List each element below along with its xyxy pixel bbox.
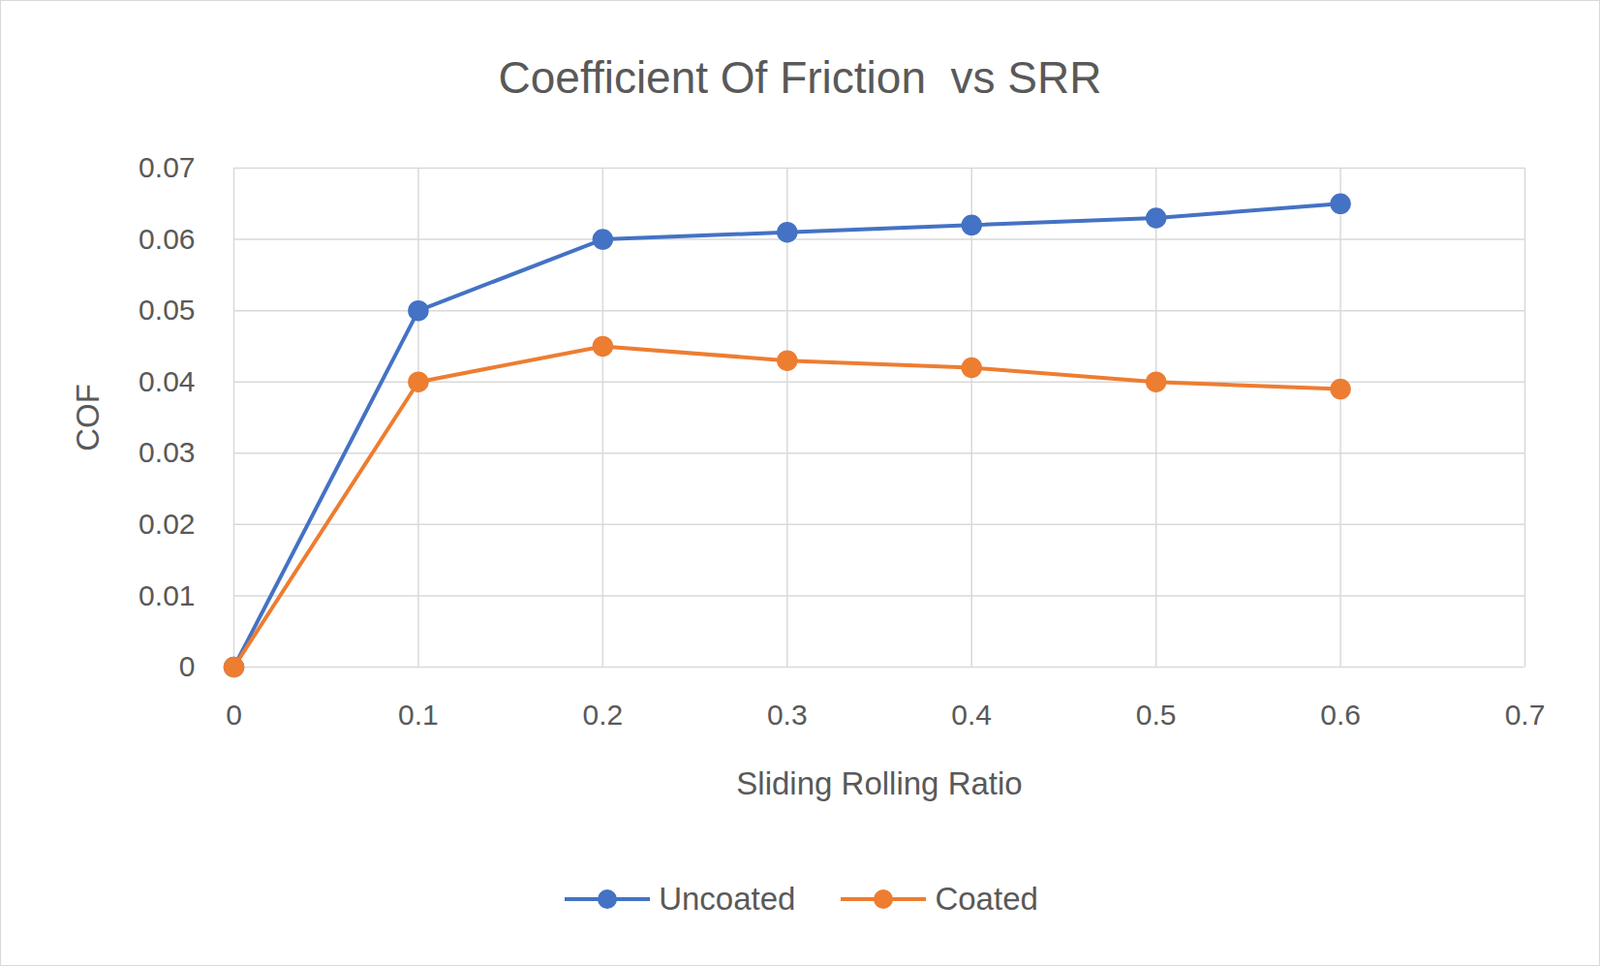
svg-text:0.06: 0.06 (138, 222, 195, 255)
svg-text:0.07: 0.07 (138, 151, 195, 184)
svg-text:0: 0 (179, 649, 196, 682)
svg-text:0.2: 0.2 (582, 698, 623, 731)
svg-text:COF: COF (69, 383, 106, 452)
svg-text:0: 0 (225, 698, 243, 731)
svg-text:0.5: 0.5 (1136, 698, 1177, 731)
html-text:Coefficient Of Friction vs SRR: Coefficient Of Friction vs SRR (498, 52, 1102, 103)
html-text:Uncoated: Uncoated (658, 880, 796, 917)
svg-text:Sliding Rolling Ratio: Sliding Rolling Ratio (736, 765, 1022, 801)
svg-text:0.05: 0.05 (138, 293, 195, 326)
svg-text:0.02: 0.02 (138, 507, 195, 540)
html-text:Coated: Coated (935, 880, 1039, 917)
svg-text:0.04: 0.04 (138, 365, 195, 398)
svg-text:0.01: 0.01 (138, 579, 195, 612)
svg-text:0.4: 0.4 (951, 698, 992, 731)
svg-text:0.6: 0.6 (1320, 698, 1361, 731)
svg-text:0.03: 0.03 (138, 435, 195, 468)
svg-text:0.3: 0.3 (767, 698, 808, 731)
svg-text:0.1: 0.1 (398, 698, 439, 731)
svg-text:0.7: 0.7 (1505, 698, 1546, 731)
